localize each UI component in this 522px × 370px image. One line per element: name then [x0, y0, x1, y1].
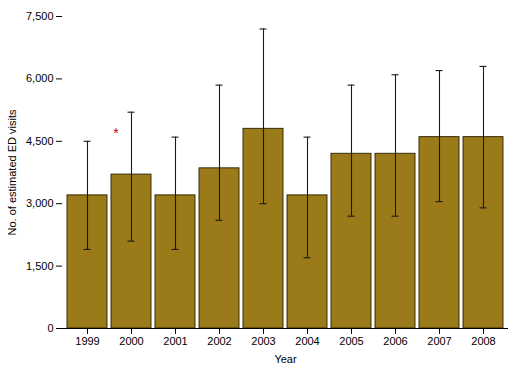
- svg-text:7,500: 7,500: [26, 10, 54, 22]
- svg-text:2005: 2005: [339, 335, 363, 347]
- svg-text:Year: Year: [274, 353, 297, 365]
- svg-text:2000: 2000: [119, 335, 143, 347]
- svg-text:2004: 2004: [295, 335, 319, 347]
- svg-text:2006: 2006: [383, 335, 407, 347]
- svg-text:6,000: 6,000: [26, 72, 54, 84]
- svg-text:1,500: 1,500: [26, 260, 54, 272]
- svg-text:3,000: 3,000: [26, 197, 54, 209]
- svg-text:0: 0: [47, 322, 53, 334]
- svg-text:2003: 2003: [251, 335, 275, 347]
- svg-text:No. of estimated ED visits: No. of estimated ED visits: [6, 109, 18, 235]
- svg-text:1999: 1999: [75, 335, 99, 347]
- svg-text:2002: 2002: [207, 335, 231, 347]
- svg-text:2008: 2008: [471, 335, 495, 347]
- svg-text:*: *: [113, 125, 119, 141]
- svg-text:4,500: 4,500: [26, 135, 54, 147]
- svg-text:2007: 2007: [427, 335, 451, 347]
- svg-text:2001: 2001: [163, 335, 187, 347]
